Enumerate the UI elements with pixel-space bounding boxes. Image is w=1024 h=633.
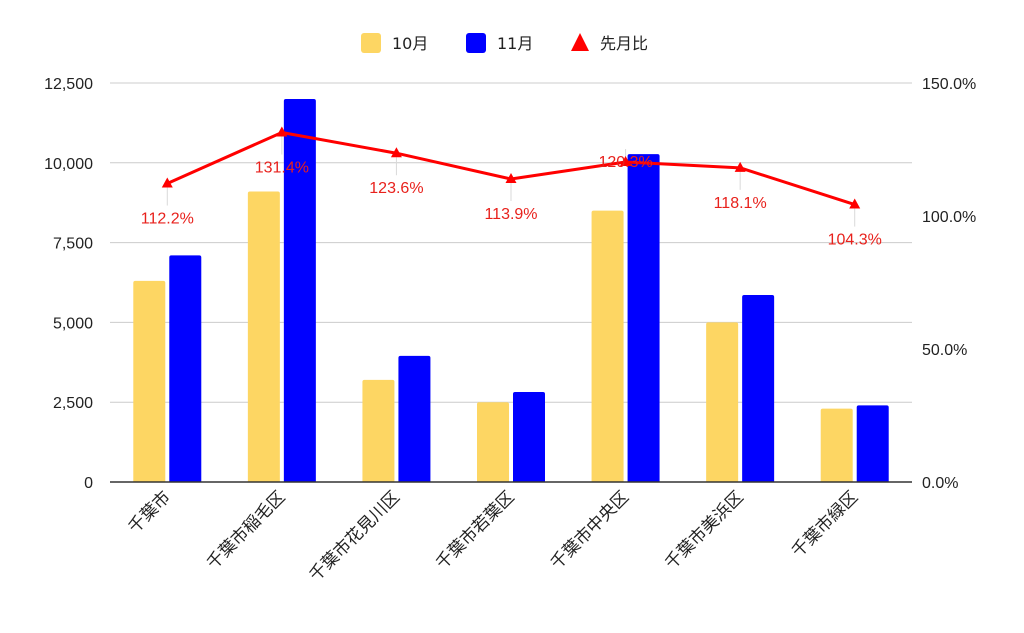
left-tick-label: 2,500 [53, 395, 93, 412]
data-label: 112.2% [141, 211, 194, 228]
triangle-marker [734, 161, 746, 172]
data-label: 123.6% [369, 180, 423, 197]
category-label: 千葉市美浜区 [661, 487, 747, 573]
legend-triangle-icon [571, 33, 589, 51]
category-label: 千葉市若葉区 [432, 487, 518, 573]
right-tick-label: 50.0% [922, 342, 967, 359]
right-tick-label: 150.0% [922, 76, 976, 93]
bar [247, 191, 280, 482]
triangle-marker [505, 173, 517, 184]
triangle-marker [620, 156, 632, 167]
legend: 10月 11月 先月比 [361, 33, 648, 53]
bar [362, 379, 395, 482]
bar [513, 391, 545, 482]
bar [283, 98, 316, 483]
line-series [161, 126, 861, 209]
triangle-marker [161, 177, 173, 188]
bar [742, 294, 775, 482]
triangle-marker [390, 147, 402, 158]
bar [820, 408, 853, 482]
left-tick-label: 10,000 [44, 156, 93, 173]
label-leader-lines [166, 136, 856, 227]
bar [706, 322, 739, 482]
data-label: 120.3% [598, 154, 652, 171]
right-tick-label: 100.0% [922, 209, 976, 226]
left-tick-label: 5,000 [53, 315, 93, 332]
left-tick-label: 7,500 [53, 236, 93, 253]
left-tick-label: 0 [84, 475, 93, 492]
data-label: 104.3% [828, 232, 882, 249]
legend-swatch [466, 33, 486, 53]
triangle-marker [276, 126, 288, 137]
bar [477, 402, 509, 482]
bar [169, 255, 202, 482]
data-labels: 112.2% 131.4% 123.6% 113.9% 120.3% 118.1% 104.… [141, 154, 882, 249]
gridlines [110, 82, 912, 403]
category-label: 千葉市中央区 [547, 487, 633, 573]
right-axis-ticks: 0.0% 50.0% 100.0% 150.0% [922, 76, 976, 492]
category-label: 千葉市 [125, 487, 175, 537]
bar [591, 210, 624, 482]
category-label: 千葉市緑区 [788, 487, 862, 561]
data-label: 118.1% [714, 195, 767, 212]
bar [133, 280, 166, 482]
category-label: 千葉市花見川区 [306, 487, 404, 585]
bar [398, 355, 431, 482]
left-tick-label: 12,500 [44, 76, 93, 93]
right-tick-label: 0.0% [922, 475, 958, 492]
left-axis-ticks: 0 2,500 5,000 7,500 10,000 12,500 [44, 76, 93, 492]
legend-label: 10月 [392, 34, 428, 53]
legend-label: 11月 [497, 34, 533, 53]
category-labels: 千葉市 千葉市稲毛区 千葉市花見川区 千葉市若葉区 千葉市中央区 千葉市美浜区 千葉市緑区 [125, 487, 863, 585]
bar [627, 154, 660, 483]
data-label: 113.9% [484, 206, 537, 223]
data-label: 131.4% [255, 159, 309, 176]
bar [856, 405, 889, 482]
legend-swatch [361, 33, 381, 53]
category-label: 千葉市稲毛区 [203, 487, 289, 573]
legend-label: 先月比 [600, 34, 648, 53]
triangle-marker [849, 198, 861, 209]
bar-series [133, 98, 889, 483]
